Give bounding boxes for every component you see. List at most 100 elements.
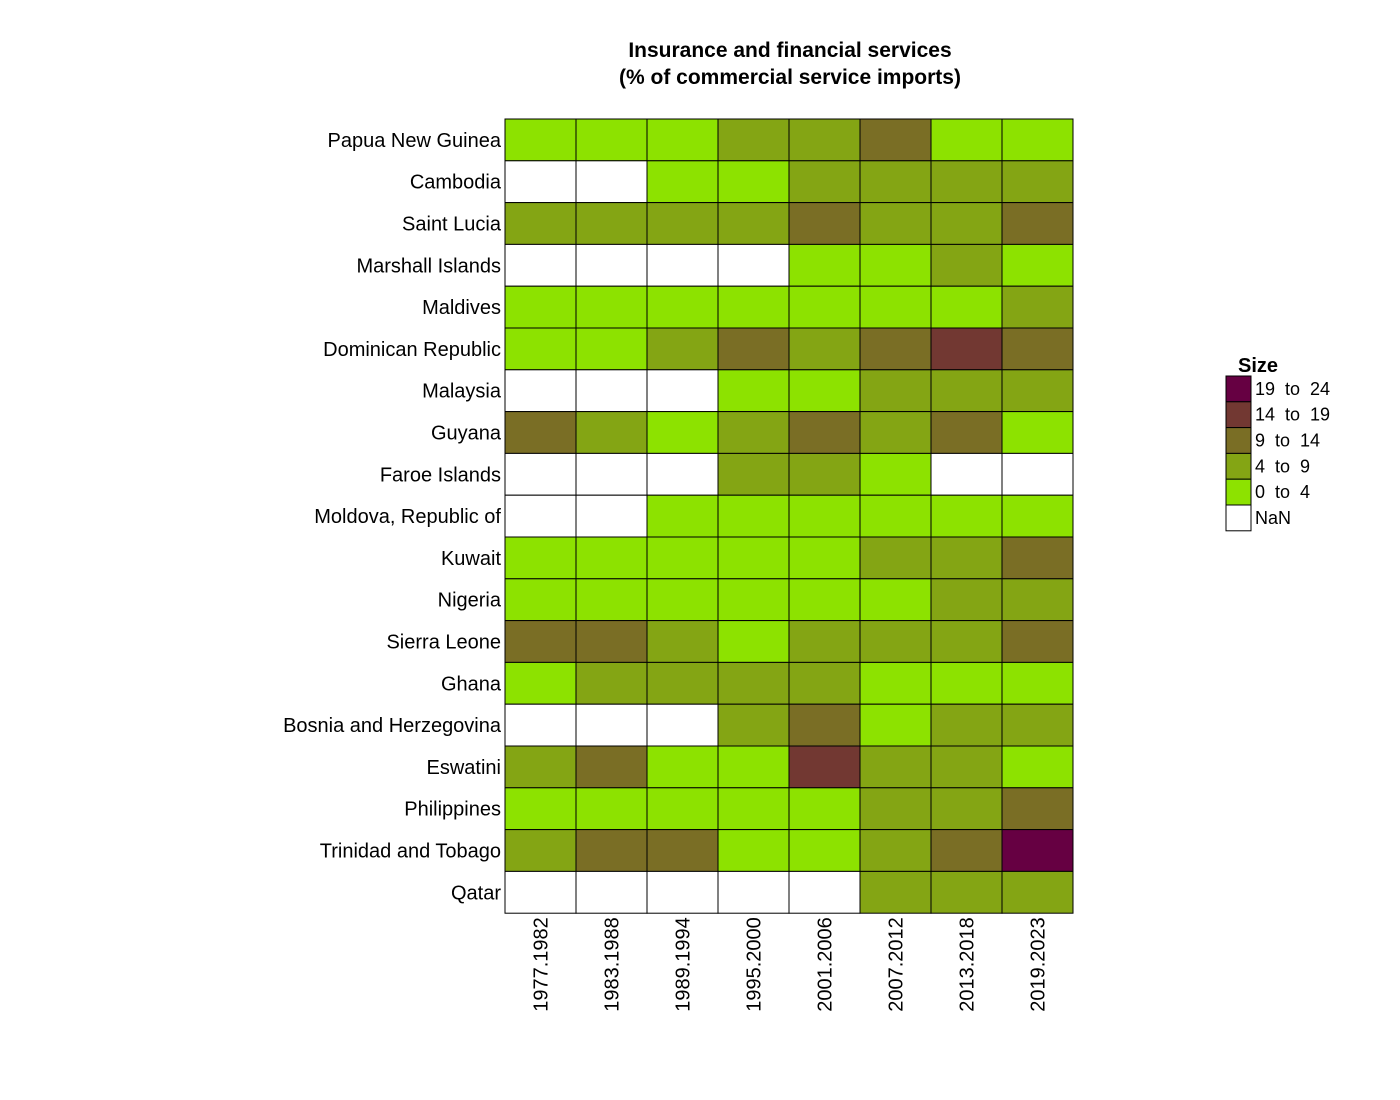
- heatmap-cell: [504, 870, 577, 914]
- column-label: 2007.2012: [886, 917, 908, 1012]
- legend-swatch: [1225, 452, 1252, 480]
- heatmap-cell: [504, 202, 577, 245]
- column-label: 1977.1982: [531, 917, 553, 1012]
- heatmap-cell: [717, 160, 790, 204]
- heatmap-cell: [646, 536, 719, 580]
- heatmap-cell: [717, 745, 790, 789]
- heatmap-cell: [575, 745, 648, 789]
- heatmap-cell: [717, 327, 790, 371]
- legend-label: 4 to 9: [1255, 456, 1310, 476]
- heatmap-cell: [646, 285, 719, 329]
- heatmap-cell: [788, 411, 861, 454]
- column-label: 1989.1994: [673, 917, 695, 1012]
- heatmap-cell: [504, 243, 577, 287]
- row-label: Moldova, Republic of: [314, 506, 501, 528]
- heatmap-cell: [646, 745, 719, 789]
- row-label: Cambodia: [410, 172, 502, 194]
- heatmap-cell: [930, 703, 1003, 747]
- heatmap-cell: [646, 118, 719, 162]
- heatmap-cell: [1001, 745, 1074, 789]
- row-label: Eswatini: [427, 757, 501, 779]
- heatmap-cell: [788, 118, 861, 162]
- heatmap-cell: [859, 536, 932, 580]
- heatmap-cell: [504, 118, 577, 162]
- chart-subtitle: (% of commercial service imports): [619, 66, 961, 89]
- heatmap-cell: [788, 620, 861, 663]
- heatmap-cell: [575, 661, 648, 705]
- row-label: Marshall Islands: [356, 255, 501, 277]
- heatmap-cell: [859, 620, 932, 663]
- heatmap-cell: [859, 369, 932, 413]
- legend-swatch: [1225, 478, 1252, 506]
- heatmap-cell: [1001, 578, 1074, 622]
- heatmap-cell: [575, 202, 648, 245]
- heatmap-cell: [930, 285, 1003, 329]
- legend-swatch: [1225, 401, 1252, 429]
- heatmap-cell: [859, 160, 932, 204]
- heatmap-cell: [788, 745, 861, 789]
- heatmap-cell: [930, 452, 1003, 496]
- heatmap-cell: [575, 578, 648, 622]
- row-label: Nigeria: [438, 590, 502, 612]
- heatmap-cell: [646, 202, 719, 245]
- heatmap-cell: [504, 494, 577, 538]
- heatmap-cell: [575, 452, 648, 496]
- row-label: Sierra Leone: [386, 632, 501, 654]
- heatmap-cell: [1001, 411, 1074, 454]
- heatmap-cell: [859, 703, 932, 747]
- heatmap-cell: [859, 578, 932, 622]
- heatmap-cell: [788, 452, 861, 496]
- heatmap-cell: [646, 494, 719, 538]
- heatmap-cell: [788, 494, 861, 538]
- heatmap-cell: [930, 369, 1003, 413]
- heatmap-cell: [1001, 452, 1074, 496]
- heatmap-cell: [646, 661, 719, 705]
- heatmap-cell: [575, 327, 648, 371]
- heatmap-cell: [1001, 620, 1074, 663]
- heatmap-cell: [717, 870, 790, 914]
- row-label: Philippines: [404, 799, 501, 821]
- heatmap-cell: [859, 202, 932, 245]
- heatmap-cell: [575, 243, 648, 287]
- heatmap-cell: [1001, 494, 1074, 538]
- heatmap-cell: [1001, 787, 1074, 831]
- row-label: Papua New Guinea: [328, 130, 502, 152]
- heatmap-cell: [1001, 160, 1074, 204]
- row-label: Ghana: [441, 673, 502, 695]
- heatmap-cell: [788, 787, 861, 831]
- column-label: 2013.2018: [957, 917, 979, 1012]
- heatmap-cell: [717, 452, 790, 496]
- legend-swatch: [1225, 375, 1252, 403]
- heatmap-cell: [788, 578, 861, 622]
- row-label: Guyana: [431, 423, 502, 445]
- heatmap-cell: [575, 160, 648, 204]
- legend-title: Size: [1238, 355, 1278, 377]
- heatmap-cell: [930, 829, 1003, 872]
- heatmap-cell: [859, 452, 932, 496]
- heatmap-cell: [717, 369, 790, 413]
- heatmap-cell: [575, 411, 648, 454]
- heatmap-cell: [1001, 661, 1074, 705]
- heatmap-cell: [504, 787, 577, 831]
- column-label: 2019.2023: [1028, 917, 1050, 1012]
- legend-swatch: [1225, 504, 1252, 532]
- heatmap-cell: [646, 411, 719, 454]
- row-label: Dominican Republic: [323, 339, 501, 361]
- heatmap-cell: [1001, 285, 1074, 329]
- heatmap-cell: [930, 745, 1003, 789]
- heatmap-cell: [504, 661, 577, 705]
- heatmap-cell: [788, 327, 861, 371]
- heatmap-cell: [859, 661, 932, 705]
- row-label: Kuwait: [441, 548, 501, 570]
- heatmap-cell: [504, 369, 577, 413]
- heatmap-cell: [788, 369, 861, 413]
- row-labels: Papua New Guinea Cambodia Saint Lucia Marsh…: [283, 130, 502, 904]
- heatmap-cell: [717, 411, 790, 454]
- heatmap-cell: [504, 285, 577, 329]
- heatmap-cell: [1001, 369, 1074, 413]
- heatmap-cell: [1001, 870, 1074, 914]
- heatmap-cell: [646, 578, 719, 622]
- legend-label: 19 to 24: [1255, 379, 1330, 399]
- heatmap-cell: [575, 118, 648, 162]
